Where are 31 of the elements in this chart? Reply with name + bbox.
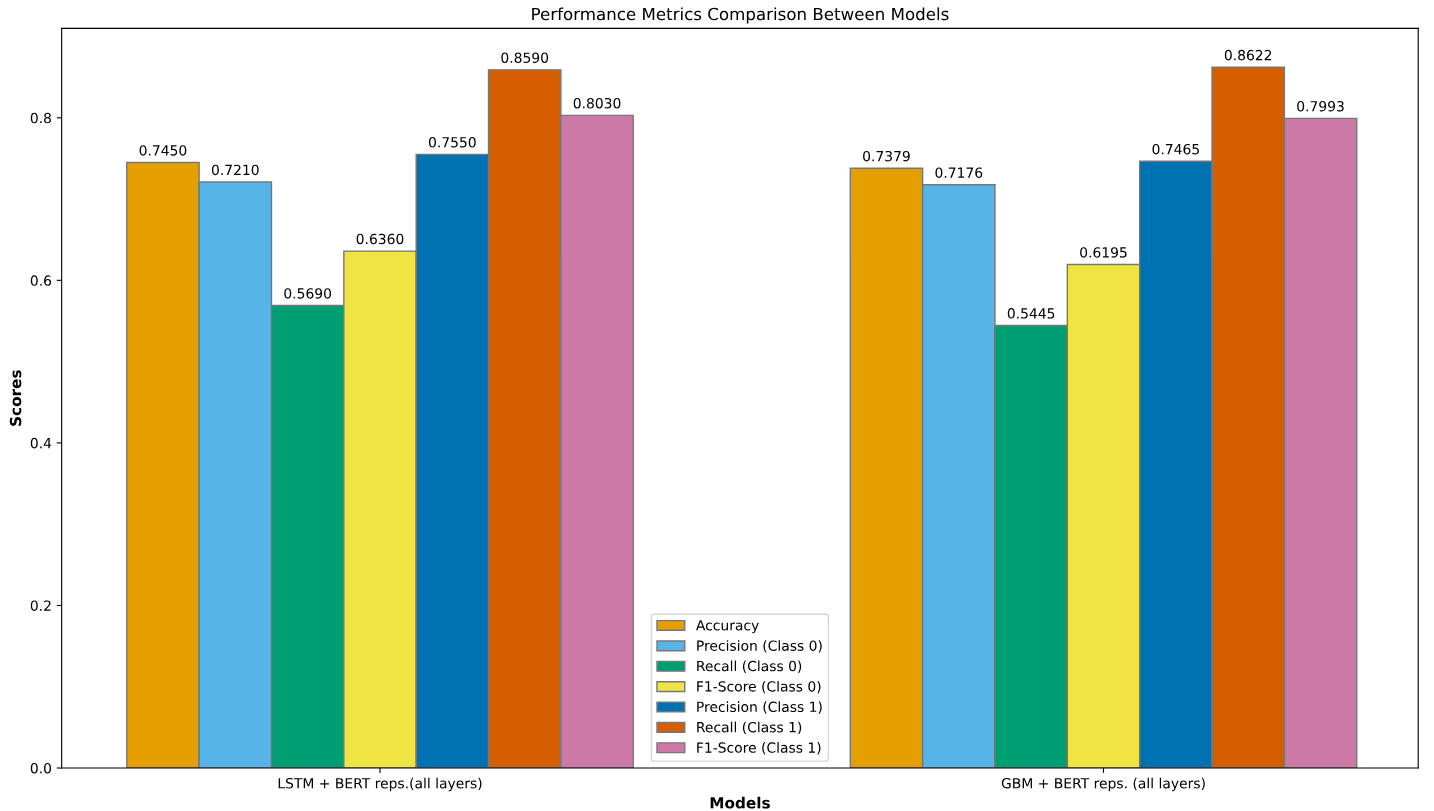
data-label: 0.7993 — [1297, 101, 1344, 112]
chart-title: Performance Metrics Comparison Between Models — [532, 7, 949, 24]
x-axis-title: Models — [710, 796, 770, 809]
data-label: 0.8590 — [501, 52, 549, 63]
y-tick-label: 0.0 — [30, 762, 52, 774]
y-tick-label: 0.4 — [30, 437, 52, 449]
legend-label: Recall (Class 1) — [697, 721, 802, 735]
data-label: 0.6360 — [356, 233, 404, 245]
data-label: 0.7176 — [935, 167, 983, 178]
data-label: 0.5445 — [1007, 308, 1055, 319]
data-label: 0.8030 — [573, 97, 621, 109]
data-label: 0.5690 — [284, 288, 332, 299]
y-tick-label: 0.2 — [30, 600, 51, 611]
legend-label: F1-Score (Class 1) — [697, 742, 821, 755]
x-tick-label: GBM + BERT reps. (all layers) — [1001, 777, 1205, 792]
y-tick-label: 0.8 — [30, 112, 51, 124]
y-axis-title: Scores — [9, 370, 22, 426]
legend-label: Accuracy — [695, 620, 759, 634]
data-label: 0.7450 — [139, 145, 187, 156]
legend-label: Recall (Class 0) — [697, 660, 802, 673]
data-label: 0.7379 — [863, 150, 910, 162]
legend-label: Precision (Class 1) — [697, 701, 822, 714]
x-tick-label: LSTM + BERT reps.(all layers) — [278, 777, 482, 792]
legend-label: F1-Score (Class 0) — [697, 680, 821, 694]
data-label: 0.7550 — [428, 137, 476, 148]
data-label: 0.6195 — [1080, 247, 1127, 258]
legend-label: Precision (Class 0) — [697, 640, 822, 653]
y-tick-label: 0.6 — [30, 275, 52, 286]
data-label: 0.7465 — [1152, 143, 1199, 155]
data-label: 0.8622 — [1224, 49, 1272, 61]
data-label: 0.7210 — [211, 164, 259, 176]
